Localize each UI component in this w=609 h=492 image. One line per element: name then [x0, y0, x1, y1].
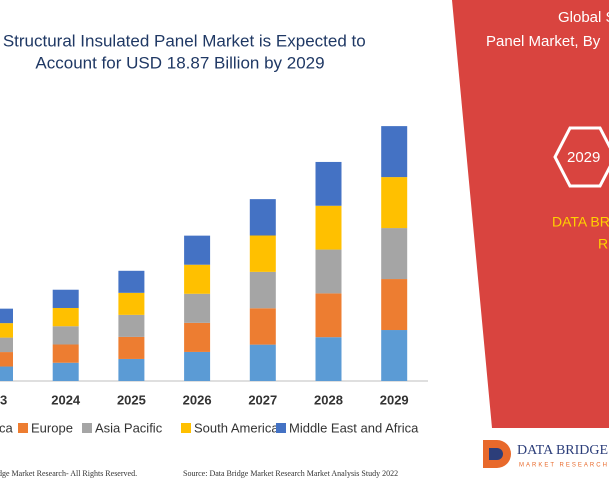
- bar-segment: [118, 358, 145, 381]
- bar-segment: [0, 308, 13, 324]
- bar-segment: [249, 344, 276, 381]
- bar-segment: [118, 336, 145, 359]
- bar-segment: [381, 330, 408, 381]
- legend-label: ca: [0, 420, 14, 435]
- x-tick-label: 2029: [380, 392, 409, 407]
- x-tick-label: 23: [0, 392, 7, 407]
- bar-segment: [315, 249, 342, 294]
- bar-segment: [249, 199, 276, 236]
- bar-segment: [381, 177, 408, 229]
- bar-segment: [52, 326, 79, 345]
- side-heading: Global Struc: [558, 9, 609, 26]
- x-tick-label: 2024: [51, 392, 81, 407]
- bar-segment: [118, 314, 145, 337]
- logo-tagline: MARKET RESEARCH: [519, 463, 609, 469]
- bar-segment: [315, 205, 342, 250]
- chart-title: Account for USD 18.87 Billion by 2029: [35, 53, 324, 72]
- legend-label: South America: [194, 420, 279, 435]
- legend-swatch: [82, 423, 92, 433]
- bar-segment: [315, 293, 342, 338]
- side-heading: Panel Market, By: [486, 33, 601, 50]
- bar-segment: [381, 279, 408, 331]
- bar-segment: [0, 323, 13, 338]
- bar-segment: [118, 292, 145, 315]
- side-panel: [452, 0, 609, 428]
- bar-segment: [52, 344, 79, 363]
- bar-segment: [184, 322, 211, 352]
- legend-label: Asia Pacific: [95, 420, 163, 435]
- bar-segment: [0, 337, 13, 353]
- x-tick-label: 2026: [183, 392, 212, 407]
- logo-mark: [489, 448, 503, 460]
- bar-segment: [249, 271, 276, 309]
- chart-title: l Structural Insulated Panel Market is E…: [0, 31, 366, 50]
- side-year: 2029: [567, 149, 600, 166]
- x-tick-label: 2025: [117, 392, 146, 407]
- bar-segment: [118, 270, 145, 293]
- bar-segment: [381, 228, 408, 280]
- source: Source: Data Bridge Market Research Mark…: [183, 469, 398, 478]
- legend: ca Europe Asia Pacific South America Middle …: [0, 420, 419, 435]
- logo-name: DATA BRIDGE: [517, 443, 608, 458]
- bar-segment: [184, 264, 211, 294]
- bar-segment: [52, 289, 79, 308]
- legend-swatch: [276, 423, 286, 433]
- bar-segment: [52, 362, 79, 381]
- bar-segment: [315, 337, 342, 381]
- side-brand: R: [598, 236, 608, 252]
- bar-segment: [249, 235, 276, 272]
- legend-swatch: [181, 423, 191, 433]
- plot: 23 2024 2025 2026 2027 2028 2029: [0, 126, 409, 407]
- bar-segment: [184, 293, 211, 323]
- copyright: dge Market Research- All Rights Reserved…: [0, 469, 137, 478]
- x-tick-label: 2028: [314, 392, 343, 407]
- legend-label: Europe: [31, 420, 73, 435]
- bar-segment: [0, 352, 13, 367]
- legend-label: Middle East and Africa: [289, 420, 419, 435]
- bar-segment: [249, 308, 276, 345]
- legend-swatch: [18, 423, 28, 433]
- x-tick-label: 2027: [248, 392, 277, 407]
- bar-segment: [315, 161, 342, 206]
- hexagon: [553, 126, 609, 188]
- bar-segment: [52, 307, 79, 327]
- side-brand: DATA BR: [552, 214, 609, 230]
- bar-segment: [0, 366, 13, 381]
- bar-segment: [184, 235, 211, 265]
- bar-segment: [184, 351, 211, 381]
- bar-segment: [381, 126, 408, 178]
